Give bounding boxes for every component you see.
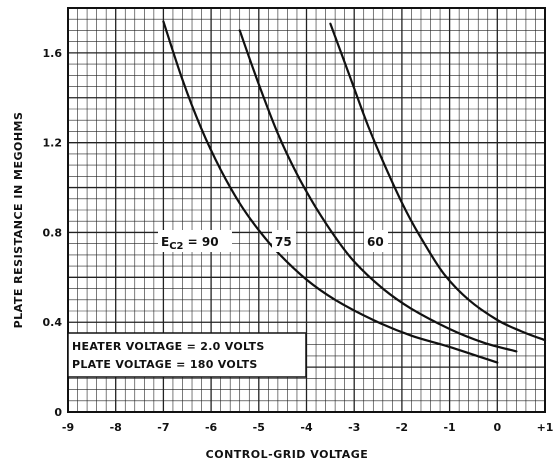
conditions-note-box [67, 332, 307, 378]
y-tick-label: 1.2 [43, 137, 63, 150]
x-tick-label: 0 [493, 421, 501, 434]
x-tick-label: -5 [253, 421, 265, 434]
x-tick-label: -6 [205, 421, 218, 434]
x-tick-label: -2 [396, 421, 408, 434]
curve-label-75: 75 [275, 235, 292, 249]
x-tick-label: -1 [443, 421, 455, 434]
curve-ec2-75 [238, 29, 518, 353]
y-tick-label: 0.4 [43, 316, 63, 329]
x-tick-labels: -9 -8 -7 -6 -5 -4 -3 -2 -1 0 +1 [62, 421, 554, 434]
y-tick-label: 0 [54, 406, 62, 419]
curve-label-90-bg [158, 230, 232, 252]
x-tick-label: -3 [348, 421, 360, 434]
y-axis-title: PLATE RESISTANCE IN MEGOHMS [12, 112, 25, 329]
curve-ec2-60 [329, 22, 547, 342]
x-tick-label: -7 [157, 421, 169, 434]
heater-voltage-note: HEATER VOLTAGE = 2.0 VOLTS [72, 340, 265, 353]
x-tick-label: -9 [62, 421, 74, 434]
y-tick-labels: 0 0.4 0.8 1.2 1.6 [43, 47, 63, 419]
x-axis-title: CONTROL-GRID VOLTAGE [206, 448, 369, 461]
x-tick-label: -8 [110, 421, 122, 434]
curve-label-60: 60 [367, 235, 384, 249]
y-tick-label: 1.6 [43, 47, 63, 60]
y-tick-label: 0.8 [43, 226, 63, 239]
x-tick-label: +1 [537, 421, 554, 434]
curves [162, 20, 547, 364]
plot-frame [67, 7, 546, 413]
x-tick-label: -4 [300, 421, 313, 434]
curve-labels: EC2 = 90 75 60 [158, 230, 388, 252]
curve-label-75-bg [272, 230, 296, 252]
conditions-note: HEATER VOLTAGE = 2.0 VOLTS PLATE VOLTAGE… [67, 332, 307, 378]
curve-label-60-bg [364, 230, 388, 252]
plate-voltage-note: PLATE VOLTAGE = 180 VOLTS [72, 358, 258, 371]
curve-label-90: EC2 = 90 [161, 235, 219, 252]
curve-ec2-90 [162, 20, 499, 364]
